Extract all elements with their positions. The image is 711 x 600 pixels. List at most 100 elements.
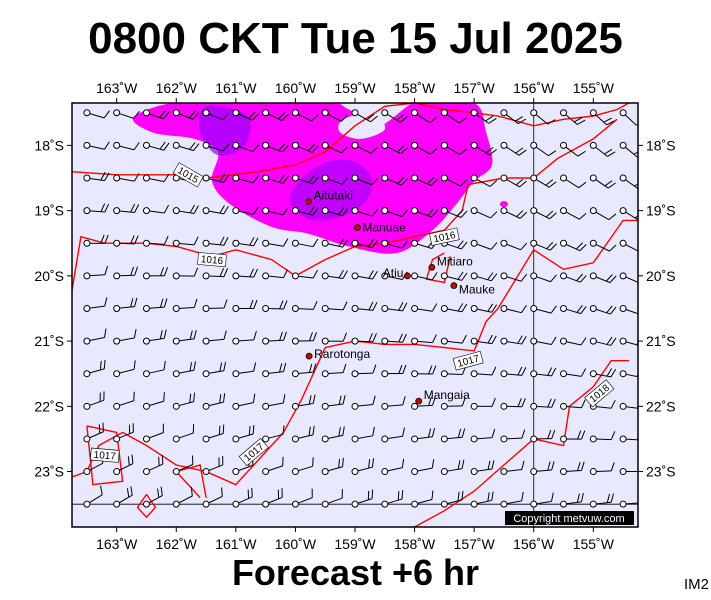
wind-barb xyxy=(440,366,467,378)
wind-barb xyxy=(500,304,527,314)
wind-barb xyxy=(83,203,110,215)
wind-barb xyxy=(500,239,528,251)
wind-barb xyxy=(411,174,438,187)
wind-barb xyxy=(321,426,345,443)
lon-tick-label: 162˚W xyxy=(156,80,198,96)
wind-barb xyxy=(83,328,107,345)
lon-tick-label: 159˚W xyxy=(334,536,376,552)
wind-barb xyxy=(440,174,468,187)
wind-barb xyxy=(381,302,408,312)
wind-barb xyxy=(470,366,497,378)
wind-barb xyxy=(560,337,587,346)
wind-barb xyxy=(619,468,638,476)
wind-barb xyxy=(500,460,525,476)
wind-barb xyxy=(142,141,170,151)
wind-barb xyxy=(589,304,617,315)
lat-tick-label: 22˚S xyxy=(646,398,676,414)
lon-tick-label: 161˚W xyxy=(215,536,257,552)
wind-barb xyxy=(232,424,255,443)
wind-barb xyxy=(351,364,377,378)
wind-barb xyxy=(321,141,349,154)
isobar-label-text: 1017 xyxy=(93,450,117,463)
wind-barb xyxy=(560,207,587,220)
precip-spot xyxy=(499,201,508,208)
wind-barb xyxy=(351,238,379,249)
wind-barb xyxy=(202,236,229,247)
wind-barb xyxy=(321,395,346,410)
wind-barb xyxy=(291,300,318,312)
wind-barb xyxy=(440,334,467,345)
wind-barb xyxy=(560,272,587,283)
place-mitiaro: Mitiaro xyxy=(428,254,473,271)
wind-barb xyxy=(560,174,587,189)
wind-barb xyxy=(232,299,258,312)
wind-barb xyxy=(321,457,344,476)
wind-barb xyxy=(202,455,224,476)
wind-barb xyxy=(440,109,467,124)
wind-barb xyxy=(560,399,586,410)
wind-barb xyxy=(470,428,496,443)
wind-barb xyxy=(589,207,617,221)
wind-barb xyxy=(470,491,494,508)
lon-tick-label: 155˚W xyxy=(573,80,615,96)
isobar-line xyxy=(136,494,157,519)
wind-barb xyxy=(202,299,228,312)
wind-barb xyxy=(351,141,379,154)
wind-barb xyxy=(530,207,557,220)
lat-tick-label: 23˚S xyxy=(34,464,64,480)
wind-barb xyxy=(560,492,584,508)
wind-barb xyxy=(172,109,200,120)
wind-barb xyxy=(381,396,406,410)
wind-barb xyxy=(381,458,405,476)
wind-barb xyxy=(262,207,289,216)
wind-barb xyxy=(530,336,557,346)
place-aitutaki: Aitutaki xyxy=(305,188,353,205)
wind-barb xyxy=(351,270,378,280)
wind-barb xyxy=(291,238,319,248)
lat-tick-label: 22˚S xyxy=(34,398,64,414)
lat-tick-label: 18˚S xyxy=(34,137,64,153)
map-title: 0800 CKT Tue 15 Jul 2025 xyxy=(88,14,623,63)
lat-tick-label: 20˚S xyxy=(34,268,64,284)
lon-tick-label: 160˚W xyxy=(275,80,317,96)
wind-barb xyxy=(262,269,288,280)
wind-barb xyxy=(500,491,524,508)
wind-barb xyxy=(589,239,617,252)
wind-barb xyxy=(619,141,638,158)
wind-barb xyxy=(589,368,617,378)
wind-barb xyxy=(500,272,528,282)
lon-tick-label: 163˚W xyxy=(96,536,138,552)
wind-barb xyxy=(500,141,527,156)
wind-barb xyxy=(470,239,498,250)
place-atiu: Atiu xyxy=(383,266,411,280)
place-marker xyxy=(428,263,436,271)
wind-barb xyxy=(381,239,408,249)
wind-barb xyxy=(172,486,193,508)
lon-tick-label: 155˚W xyxy=(573,536,615,552)
wind-barb xyxy=(172,455,194,476)
wind-barb xyxy=(202,330,227,345)
wind-barb xyxy=(291,269,318,280)
wind-barb xyxy=(411,272,438,281)
wind-barb xyxy=(560,141,586,157)
isobar-label: 1016 xyxy=(429,227,460,246)
wind-barb xyxy=(411,207,438,218)
isobar-line xyxy=(86,425,124,486)
wind-barb xyxy=(321,363,347,378)
wind-barb xyxy=(530,109,556,125)
wind-barb xyxy=(470,272,498,282)
wind-barb xyxy=(321,301,348,312)
wind-barb xyxy=(113,235,139,247)
wind-barb xyxy=(351,458,375,476)
wind-barb xyxy=(411,459,435,476)
wind-barb xyxy=(83,391,105,410)
wind-barb xyxy=(530,367,557,378)
wind-barb xyxy=(530,272,557,283)
wind-barb xyxy=(262,238,289,247)
wind-barb xyxy=(83,359,106,378)
wind-barb xyxy=(113,423,134,443)
place-rarotonga: Rarotonga xyxy=(305,347,370,361)
wind-barb xyxy=(113,329,137,345)
wind-barb xyxy=(470,109,497,124)
lon-tick-label: 161˚W xyxy=(215,80,257,96)
